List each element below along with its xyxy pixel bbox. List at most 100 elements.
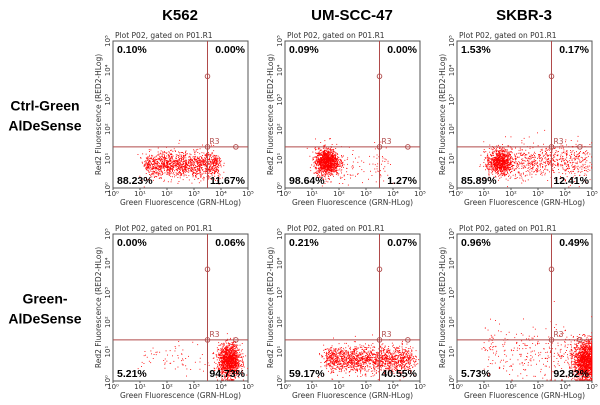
data-point [191,162,193,164]
data-point [167,166,169,167]
data-point [325,153,327,155]
data-point [549,171,550,173]
data-point [211,167,213,169]
data-point [579,160,581,162]
data-point [176,162,178,164]
data-point [553,172,555,173]
data-point [324,170,326,172]
data-point [498,167,500,168]
data-point [502,163,503,164]
data-point [151,169,153,170]
data-point [145,160,147,162]
data-point [334,162,336,164]
data-point [504,158,506,159]
data-point [172,166,174,168]
data-point [206,155,207,157]
data-point [241,371,243,373]
gate-handle[interactable] [204,144,211,150]
data-point [173,162,174,164]
data-point [166,165,168,167]
data-point [325,161,327,163]
data-point [226,368,228,370]
data-point [522,162,524,164]
data-point [324,173,326,174]
data-point [322,163,324,165]
data-point [324,152,326,154]
data-point [516,153,517,155]
data-point [212,172,214,173]
data-point [320,172,322,174]
data-point [234,371,236,373]
data-point [503,173,505,175]
data-point [537,132,538,134]
data-point [185,153,186,155]
gate-handle[interactable] [376,73,383,80]
data-point [156,160,158,162]
data-point [571,159,573,161]
data-point [159,177,161,179]
data-point [574,181,576,182]
data-point [165,165,167,167]
gate-handle[interactable] [233,144,239,150]
data-point [178,170,180,172]
data-point [572,161,573,163]
data-point [515,158,517,160]
data-point [158,178,160,179]
data-point [574,167,575,169]
data-point [316,160,318,162]
data-point [330,170,332,172]
data-point [324,166,326,168]
gate-handle[interactable] [577,144,583,150]
data-point [504,154,506,156]
data-point [183,156,184,158]
data-point [589,165,591,167]
data-point [184,167,186,169]
data-point [171,149,173,151]
y-tick-label: 10⁴ [104,64,112,76]
data-point [214,158,216,160]
data-point [160,152,161,154]
data-point [176,169,177,170]
data-point [500,159,502,161]
data-point [335,170,337,172]
data-point [501,167,503,169]
data-point [546,169,548,171]
data-point [229,353,231,354]
data-point [318,152,319,154]
data-point [226,378,228,380]
data-point [179,160,181,162]
data-point [509,164,511,165]
data-point [339,161,341,163]
data-point [505,159,507,161]
data-point [516,156,518,158]
data-point [168,172,170,173]
data-point [492,157,493,159]
data-point [198,162,199,164]
data-point [527,170,529,172]
data-point [327,153,329,155]
gate-handle[interactable] [548,144,555,150]
gate-handle[interactable] [376,144,383,150]
data-point [489,151,491,153]
data-point [153,174,155,176]
data-point [488,157,489,159]
data-point [211,163,213,165]
data-point [149,158,150,160]
data-point [210,154,212,156]
data-point [515,158,517,160]
data-point [176,159,178,161]
data-point [197,156,199,158]
data-point [213,163,214,165]
data-point [498,156,500,158]
data-point [200,167,202,168]
data-point [185,163,186,165]
data-point [503,157,505,159]
data-point [324,157,326,159]
gate-handle[interactable] [548,73,555,80]
plot-frame [284,40,421,189]
data-point [326,149,328,150]
gate-handle[interactable] [204,73,211,80]
gate-handle[interactable] [405,144,411,150]
data-point [190,158,192,160]
